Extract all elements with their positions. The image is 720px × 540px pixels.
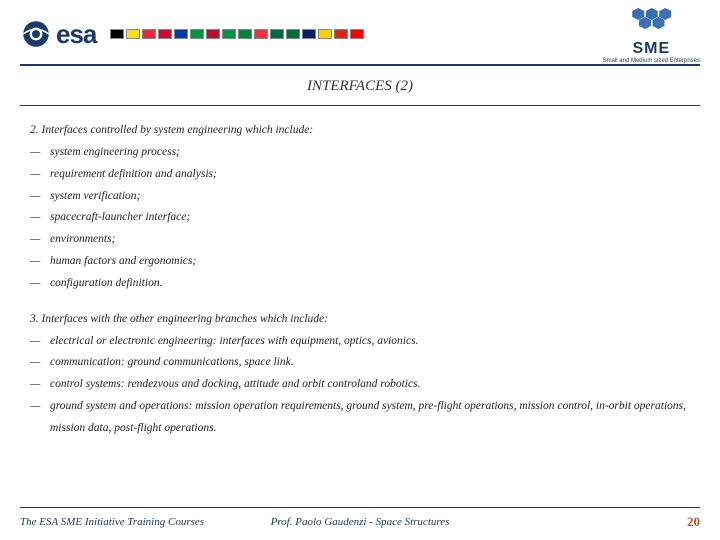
sme-hex-icon — [621, 5, 681, 35]
footer-page-number: 20 — [687, 514, 700, 530]
flag-icon — [174, 29, 188, 39]
flags-row — [110, 29, 364, 39]
header: esa SME Small and Medium sized Enterpris… — [0, 0, 720, 60]
section2-item-text: requirement definition and analysis; — [50, 164, 690, 186]
section2-item: — requirement definition and analysis; — [30, 164, 690, 186]
dash-icon: — — [30, 186, 44, 208]
section2-item-text: system engineering process; — [50, 142, 690, 164]
section3-item-text: control systems: rendezvous and docking,… — [50, 374, 690, 396]
section3-item: —ground system and operations: mission o… — [30, 396, 690, 440]
page-title: INTERFACES (2) — [0, 78, 720, 95]
dash-icon: — — [30, 374, 44, 396]
footer-center: Prof. Paolo Gaudenzi - Space Structures — [271, 516, 450, 528]
section2-item-text: human factors and ergonomics; — [50, 251, 690, 273]
section3-items: — electrical or electronic engineering: i… — [30, 331, 690, 440]
flag-icon — [206, 29, 220, 39]
section2-item: — human factors and ergonomics; — [30, 251, 690, 273]
flag-icon — [238, 29, 252, 39]
section2-item-text: spacecraft-launcher interface; — [50, 207, 690, 229]
section2-item: — system verification; — [30, 186, 690, 208]
section2-item-text: system verification; — [50, 186, 690, 208]
flag-icon — [110, 29, 124, 39]
dash-icon: — — [30, 207, 44, 229]
divider-bottom — [20, 507, 700, 508]
section3-item-text: electrical or electronic engineering: in… — [50, 331, 690, 353]
esa-text: esa — [56, 19, 96, 50]
esa-icon — [20, 18, 52, 50]
flag-icon — [318, 29, 332, 39]
section2-items: — system engineering process; — requirement… — [30, 142, 690, 295]
dash-icon: — — [30, 352, 44, 374]
dash-icon: — — [30, 142, 44, 164]
esa-logo: esa — [20, 18, 96, 50]
flag-icon — [254, 29, 268, 39]
dash-icon: — — [30, 273, 44, 295]
content: 2. Interfaces controlled by system engin… — [0, 106, 720, 440]
dash-icon: — — [30, 331, 44, 353]
sme-title: SME — [603, 40, 700, 58]
footer: The ESA SME Initiative Training Courses … — [0, 507, 720, 530]
dash-icon: — — [30, 164, 44, 186]
flag-icon — [334, 29, 348, 39]
flag-icon — [158, 29, 172, 39]
section2-item: — environments; — [30, 229, 690, 251]
flag-icon — [270, 29, 284, 39]
slide: esa SME Small and Medium sized Enterpris… — [0, 0, 720, 540]
flag-icon — [286, 29, 300, 39]
flag-icon — [350, 29, 364, 39]
logo-left: esa — [20, 18, 364, 50]
sme-subtitle: Small and Medium sized Enterprises — [603, 58, 700, 64]
dash-icon: — — [30, 396, 44, 440]
section3-item-text: ground system and operations: mission op… — [50, 396, 690, 440]
section2-item: — configuration definition. — [30, 273, 690, 295]
dash-icon: — — [30, 229, 44, 251]
dash-icon: — — [30, 251, 44, 273]
section2-item-text: configuration definition. — [50, 273, 690, 295]
flag-icon — [142, 29, 156, 39]
section2-item: — system engineering process; — [30, 142, 690, 164]
footer-row: The ESA SME Initiative Training Courses … — [20, 514, 700, 530]
sme-logo: SME Small and Medium sized Enterprises — [603, 5, 700, 64]
section3-item-text: communication: ground communications, sp… — [50, 352, 690, 374]
flag-icon — [302, 29, 316, 39]
section2-item-text: environments; — [50, 229, 690, 251]
section3-item: — control systems: rendezvous and docking… — [30, 374, 690, 396]
flag-icon — [190, 29, 204, 39]
section2-item: — spacecraft-launcher interface; — [30, 207, 690, 229]
section3-item: — communication: ground communications, s… — [30, 352, 690, 374]
logo-right: SME Small and Medium sized Enterprises — [603, 5, 700, 64]
section2-lead: 2. Interfaces controlled by system engin… — [30, 120, 690, 142]
section3-item: — electrical or electronic engineering: i… — [30, 331, 690, 353]
divider-top — [20, 64, 700, 66]
section3-lead: 3. Interfaces with the other engineering… — [30, 309, 690, 331]
flag-icon — [222, 29, 236, 39]
footer-left: The ESA SME Initiative Training Courses — [20, 516, 204, 528]
flag-icon — [126, 29, 140, 39]
